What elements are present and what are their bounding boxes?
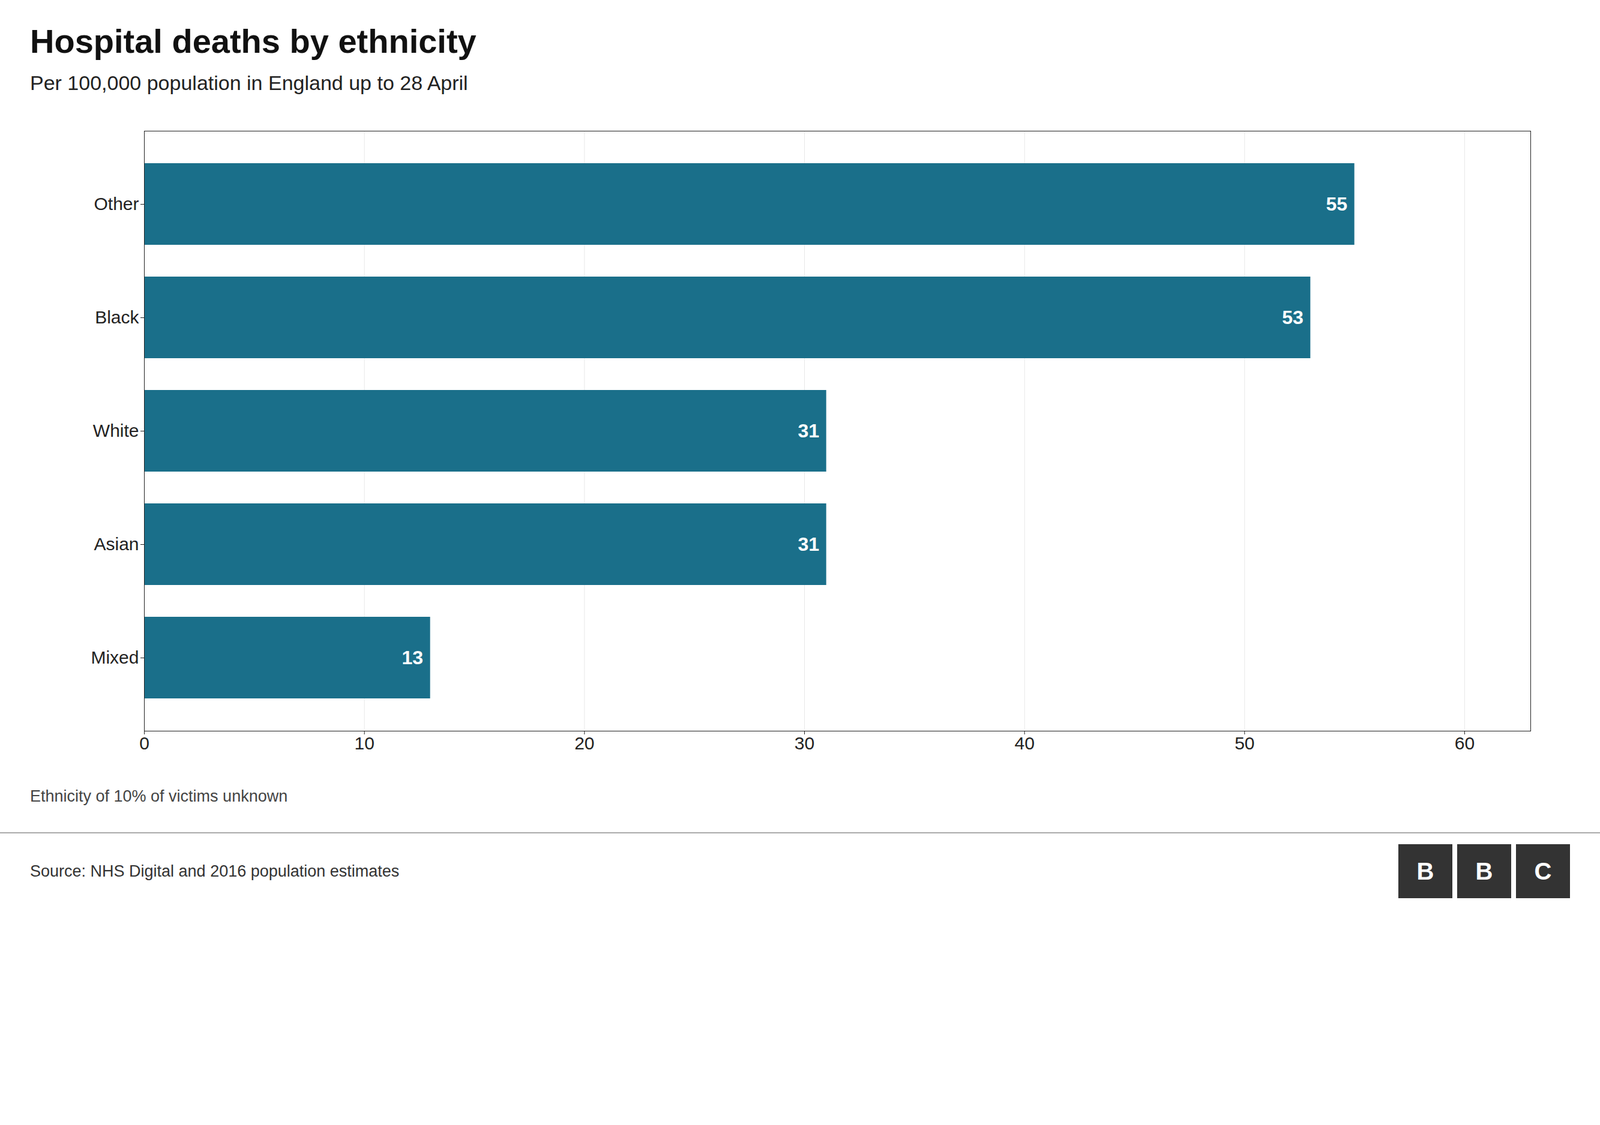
- svg-text:0: 0: [139, 733, 150, 754]
- svg-text:31: 31: [798, 533, 820, 556]
- svg-text:10: 10: [354, 733, 374, 754]
- html-text:C: C: [1534, 857, 1552, 885]
- svg-text:50: 50: [1234, 733, 1255, 754]
- svg-text:40: 40: [1014, 733, 1035, 754]
- html-text:Source: NHS Digital and 2016 p: Source: NHS Digital and 2016 population …: [30, 862, 400, 881]
- svg-text:53: 53: [1281, 306, 1304, 329]
- svg-text:White: White: [93, 420, 140, 441]
- svg-text:Mixed: Mixed: [90, 647, 139, 668]
- html-text:Hospital deaths by ethnicity: Hospital deaths by ethnicity: [30, 22, 477, 61]
- svg-text:20: 20: [574, 733, 595, 754]
- svg-text:13: 13: [402, 646, 424, 669]
- html-text:B: B: [1475, 857, 1493, 885]
- svg-text:60: 60: [1454, 733, 1475, 754]
- svg-text:30: 30: [794, 733, 815, 754]
- svg-text:Black: Black: [94, 307, 140, 328]
- html-text:Ethnicity of 10% of victims un: Ethnicity of 10% of victims unknown: [30, 787, 288, 806]
- svg-text:Asian: Asian: [93, 534, 139, 554]
- svg-text:55: 55: [1326, 193, 1348, 215]
- html-text:B: B: [1416, 857, 1434, 885]
- html-text:Per 100,000 population in Engl: Per 100,000 population in England up to …: [30, 71, 468, 95]
- svg-text:31: 31: [798, 420, 820, 442]
- svg-text:Other: Other: [93, 193, 139, 214]
